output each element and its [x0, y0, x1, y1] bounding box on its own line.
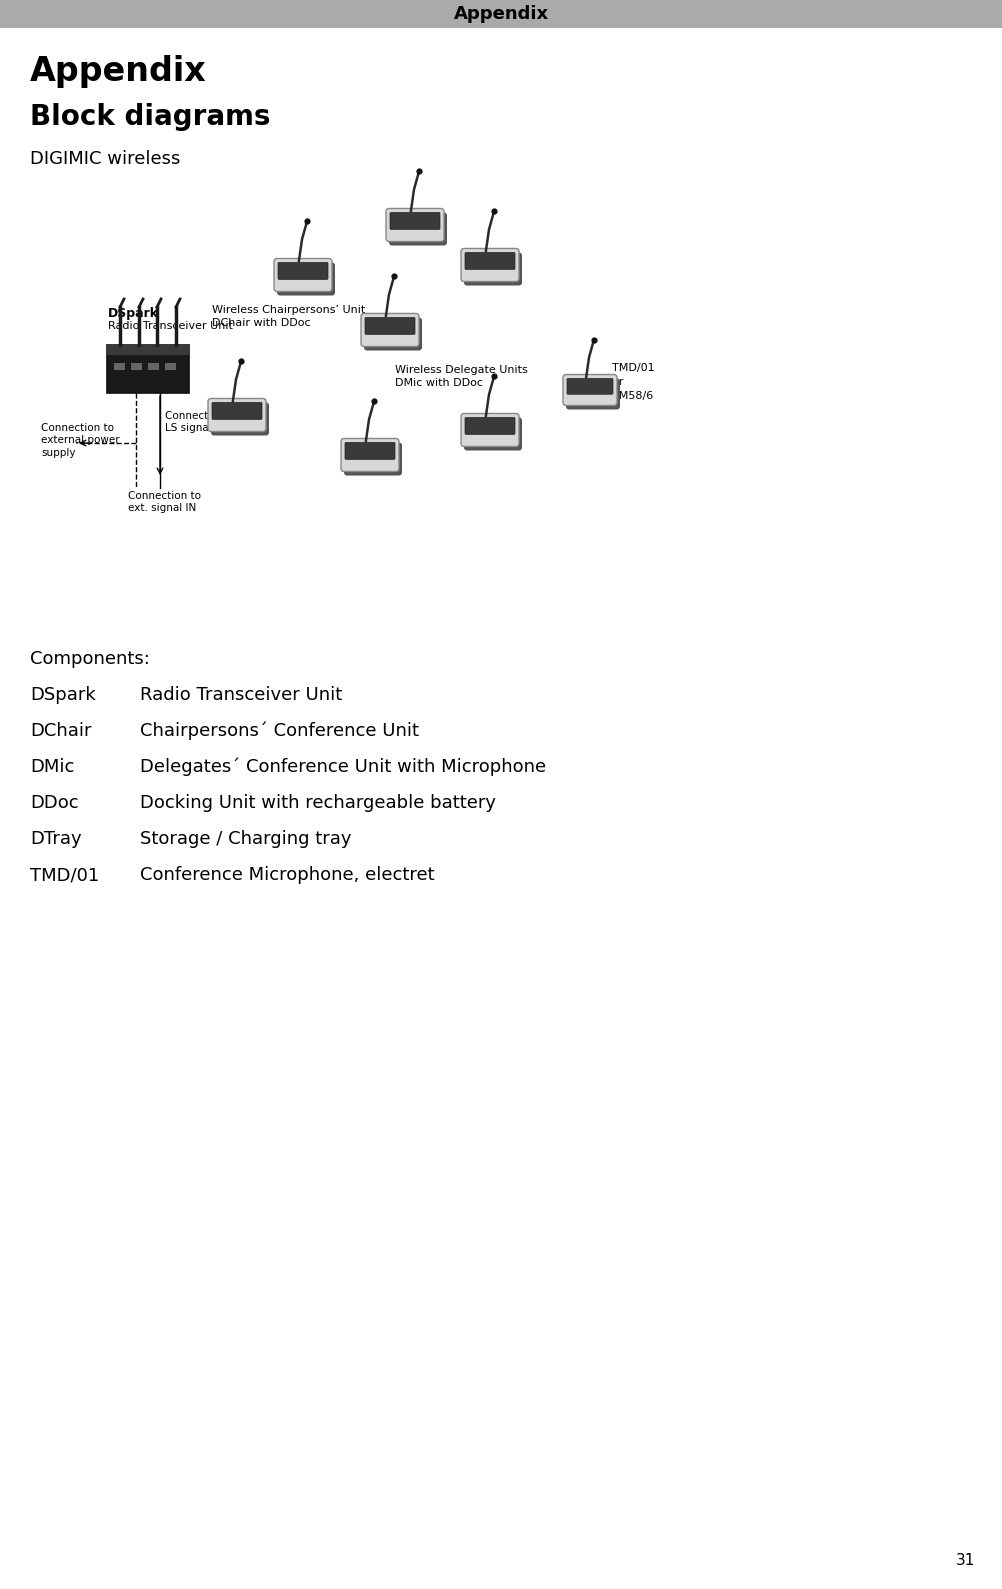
Text: Storage / Charging tray: Storage / Charging tray — [140, 829, 351, 849]
Text: Docking Unit with rechargeable battery: Docking Unit with rechargeable battery — [140, 794, 496, 812]
FancyBboxPatch shape — [389, 213, 447, 246]
Text: Delegates´ Conference Unit with Microphone: Delegates´ Conference Unit with Micropho… — [140, 758, 545, 777]
Text: Radio Transceiver Unit: Radio Transceiver Unit — [108, 321, 232, 331]
FancyBboxPatch shape — [386, 208, 444, 242]
Bar — [114, 362, 125, 370]
Text: Chairpersons´ Conference Unit: Chairpersons´ Conference Unit — [140, 721, 419, 740]
Text: DSpark: DSpark — [30, 686, 95, 704]
FancyBboxPatch shape — [345, 442, 395, 459]
Text: 31: 31 — [955, 1552, 974, 1568]
Text: Components:: Components: — [30, 650, 149, 667]
FancyBboxPatch shape — [566, 378, 612, 394]
FancyBboxPatch shape — [390, 213, 440, 229]
Text: DSpark: DSpark — [108, 307, 159, 319]
FancyBboxPatch shape — [465, 418, 514, 434]
Bar — [131, 362, 142, 370]
FancyBboxPatch shape — [461, 248, 518, 281]
FancyBboxPatch shape — [361, 313, 419, 346]
FancyBboxPatch shape — [211, 402, 262, 419]
Bar — [148, 362, 159, 370]
Text: DTray: DTray — [30, 829, 81, 849]
FancyBboxPatch shape — [344, 442, 402, 475]
FancyBboxPatch shape — [277, 262, 335, 296]
FancyBboxPatch shape — [464, 418, 521, 451]
Text: Block diagrams: Block diagrams — [30, 103, 271, 130]
FancyBboxPatch shape — [341, 439, 399, 472]
Bar — [107, 345, 188, 392]
FancyBboxPatch shape — [465, 253, 514, 270]
Text: Appendix: Appendix — [453, 5, 548, 22]
FancyBboxPatch shape — [364, 318, 422, 351]
FancyBboxPatch shape — [365, 318, 415, 334]
Text: DChair: DChair — [30, 721, 91, 740]
Bar — [107, 345, 188, 354]
Text: DIGIMIC wireless: DIGIMIC wireless — [30, 149, 180, 168]
FancyBboxPatch shape — [565, 378, 619, 410]
Text: Connection to
LS signal OUT: Connection to LS signal OUT — [165, 412, 237, 434]
Text: DMic: DMic — [30, 758, 74, 775]
FancyBboxPatch shape — [464, 253, 521, 286]
Text: DDoc: DDoc — [30, 794, 78, 812]
Text: TMD/01
or
TM58/6: TMD/01 or TM58/6 — [611, 362, 654, 400]
Text: Wireless Delegate Units
DMic with DDoc: Wireless Delegate Units DMic with DDoc — [395, 365, 527, 388]
Text: Wireless Chairpersons’ Unit
DChair with DDoc: Wireless Chairpersons’ Unit DChair with … — [211, 305, 365, 329]
Text: Appendix: Appendix — [30, 56, 206, 87]
Bar — [165, 362, 175, 370]
Bar — [0, 0, 1002, 29]
Text: Connection to
ext. signal IN: Connection to ext. signal IN — [128, 491, 200, 513]
Text: Radio Transceiver Unit: Radio Transceiver Unit — [140, 686, 342, 704]
FancyBboxPatch shape — [274, 259, 332, 291]
FancyBboxPatch shape — [210, 402, 269, 435]
FancyBboxPatch shape — [278, 262, 328, 280]
FancyBboxPatch shape — [207, 399, 266, 432]
Text: Conference Microphone, electret: Conference Microphone, electret — [140, 866, 434, 883]
Text: Connection to
external power
supply: Connection to external power supply — [41, 423, 119, 458]
FancyBboxPatch shape — [562, 375, 616, 405]
Text: TMD/01: TMD/01 — [30, 866, 99, 883]
FancyBboxPatch shape — [461, 413, 518, 447]
